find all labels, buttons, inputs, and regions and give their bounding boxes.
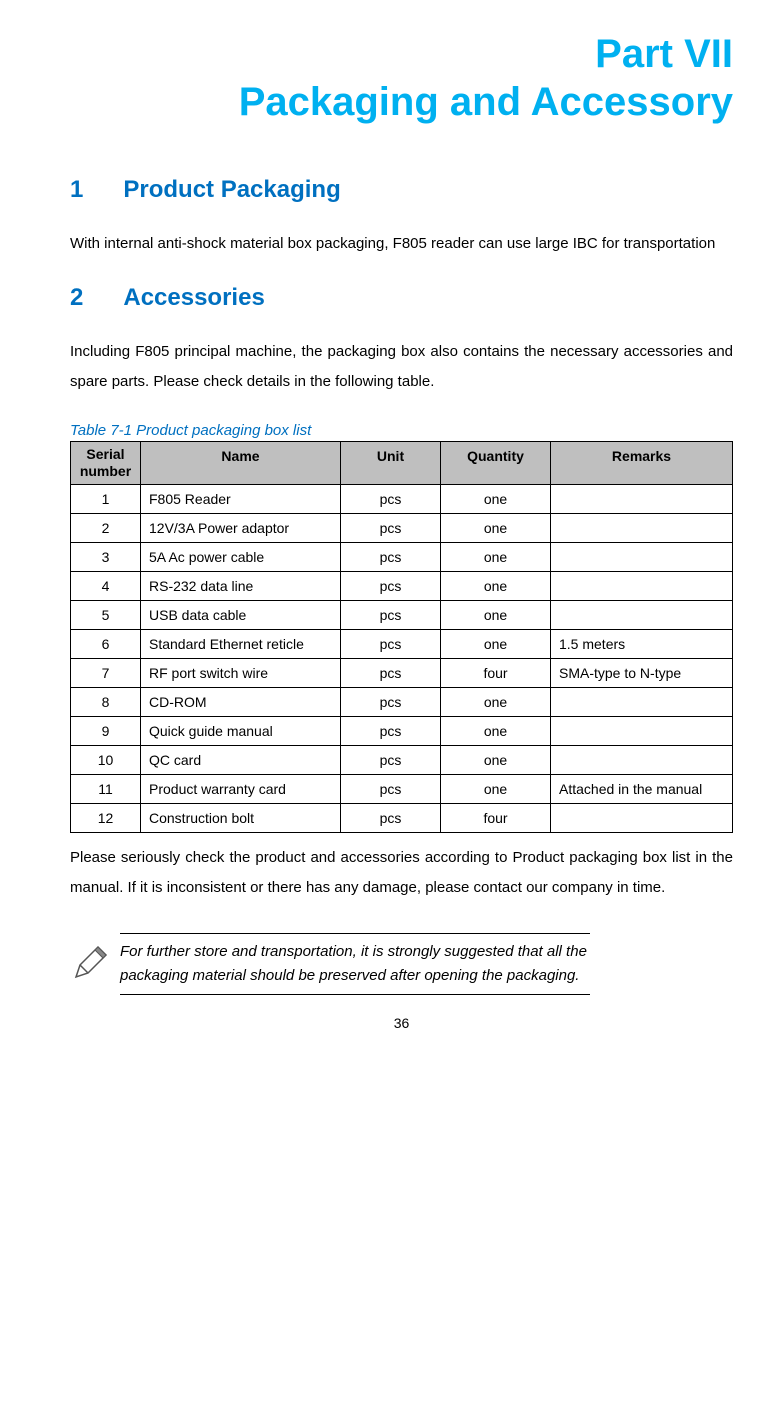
cell-remarks	[551, 571, 733, 600]
cell-quantity: one	[441, 513, 551, 542]
part-title-line1: Part VII	[595, 32, 733, 76]
cell-quantity: one	[441, 484, 551, 513]
cell-serial: 3	[71, 542, 141, 571]
section-heading-1: 1 Product Packaging	[70, 176, 733, 204]
cell-serial: 4	[71, 571, 141, 600]
cell-remarks	[551, 484, 733, 513]
table-row: 6Standard Ethernet reticlepcsone1.5 mete…	[71, 629, 733, 658]
cell-serial: 7	[71, 658, 141, 687]
cell-name: 5A Ac power cable	[141, 542, 341, 571]
pencil-icon	[70, 943, 110, 983]
table-row: 11Product warranty cardpcsoneAttached in…	[71, 774, 733, 803]
cell-serial: 9	[71, 716, 141, 745]
cell-unit: pcs	[341, 774, 441, 803]
table-row: 212V/3A Power adaptorpcsone	[71, 513, 733, 542]
cell-quantity: one	[441, 716, 551, 745]
section-2-intro: Including F805 principal machine, the pa…	[70, 337, 733, 397]
note-text: For further store and transportation, it…	[120, 933, 590, 995]
cell-name: RS-232 data line	[141, 571, 341, 600]
cell-name: RF port switch wire	[141, 658, 341, 687]
table-row: 12Construction boltpcsfour	[71, 803, 733, 832]
cell-name: Construction bolt	[141, 803, 341, 832]
cell-quantity: one	[441, 629, 551, 658]
note-box: For further store and transportation, it…	[70, 933, 590, 995]
table-row: 8CD-ROMpcsone	[71, 687, 733, 716]
cell-serial: 8	[71, 687, 141, 716]
header-quantity: Quantity	[441, 442, 551, 485]
cell-serial: 1	[71, 484, 141, 513]
cell-name: QC card	[141, 745, 341, 774]
part-title-line2: Packaging and Accessory	[70, 78, 733, 126]
packaging-table: Serial number Name Unit Quantity Remarks…	[70, 441, 733, 833]
cell-name: 12V/3A Power adaptor	[141, 513, 341, 542]
table-row: 4RS-232 data linepcsone	[71, 571, 733, 600]
section-2-number: 2	[70, 284, 83, 312]
cell-unit: pcs	[341, 658, 441, 687]
section-1-title: Product Packaging	[123, 176, 340, 203]
cell-remarks	[551, 513, 733, 542]
cell-quantity: one	[441, 687, 551, 716]
table-row: 1F805 Readerpcsone	[71, 484, 733, 513]
cell-quantity: one	[441, 571, 551, 600]
table-caption: Table 7-1 Product packaging box list	[70, 422, 733, 439]
header-name: Name	[141, 442, 341, 485]
cell-unit: pcs	[341, 571, 441, 600]
table-row: 35A Ac power cablepcsone	[71, 542, 733, 571]
table-row: 7RF port switch wirepcsfourSMA-type to N…	[71, 658, 733, 687]
cell-remarks	[551, 716, 733, 745]
header-serial: Serial number	[71, 442, 141, 485]
cell-remarks	[551, 803, 733, 832]
cell-quantity: one	[441, 774, 551, 803]
cell-quantity: one	[441, 745, 551, 774]
cell-serial: 5	[71, 600, 141, 629]
cell-unit: pcs	[341, 484, 441, 513]
table-row: 9Quick guide manualpcsone	[71, 716, 733, 745]
header-unit: Unit	[341, 442, 441, 485]
cell-unit: pcs	[341, 745, 441, 774]
cell-unit: pcs	[341, 629, 441, 658]
section-1-number: 1	[70, 176, 83, 204]
cell-quantity: one	[441, 600, 551, 629]
table-row: 5USB data cablepcsone	[71, 600, 733, 629]
cell-name: CD-ROM	[141, 687, 341, 716]
cell-remarks	[551, 542, 733, 571]
cell-serial: 12	[71, 803, 141, 832]
table-row: 10QC cardpcsone	[71, 745, 733, 774]
cell-unit: pcs	[341, 542, 441, 571]
cell-serial: 11	[71, 774, 141, 803]
page-number: 36	[70, 1015, 733, 1031]
cell-unit: pcs	[341, 803, 441, 832]
cell-name: Standard Ethernet reticle	[141, 629, 341, 658]
cell-quantity: one	[441, 542, 551, 571]
cell-remarks: 1.5 meters	[551, 629, 733, 658]
cell-unit: pcs	[341, 600, 441, 629]
table-header-row: Serial number Name Unit Quantity Remarks	[71, 442, 733, 485]
cell-name: Quick guide manual	[141, 716, 341, 745]
cell-serial: 2	[71, 513, 141, 542]
cell-serial: 6	[71, 629, 141, 658]
cell-remarks: SMA-type to N-type	[551, 658, 733, 687]
section-1-body: With internal anti-shock material box pa…	[70, 229, 733, 259]
section-2-title: Accessories	[123, 284, 264, 311]
cell-name: F805 Reader	[141, 484, 341, 513]
cell-serial: 10	[71, 745, 141, 774]
header-remarks: Remarks	[551, 442, 733, 485]
cell-name: USB data cable	[141, 600, 341, 629]
cell-remarks	[551, 600, 733, 629]
cell-unit: pcs	[341, 513, 441, 542]
section-heading-2: 2 Accessories	[70, 284, 733, 312]
cell-name: Product warranty card	[141, 774, 341, 803]
post-table-text: Please seriously check the product and a…	[70, 843, 733, 903]
cell-remarks	[551, 745, 733, 774]
part-title: Part VII Packaging and Accessory	[70, 30, 733, 126]
cell-unit: pcs	[341, 687, 441, 716]
cell-quantity: four	[441, 803, 551, 832]
cell-remarks	[551, 687, 733, 716]
cell-unit: pcs	[341, 716, 441, 745]
cell-remarks: Attached in the manual	[551, 774, 733, 803]
cell-quantity: four	[441, 658, 551, 687]
